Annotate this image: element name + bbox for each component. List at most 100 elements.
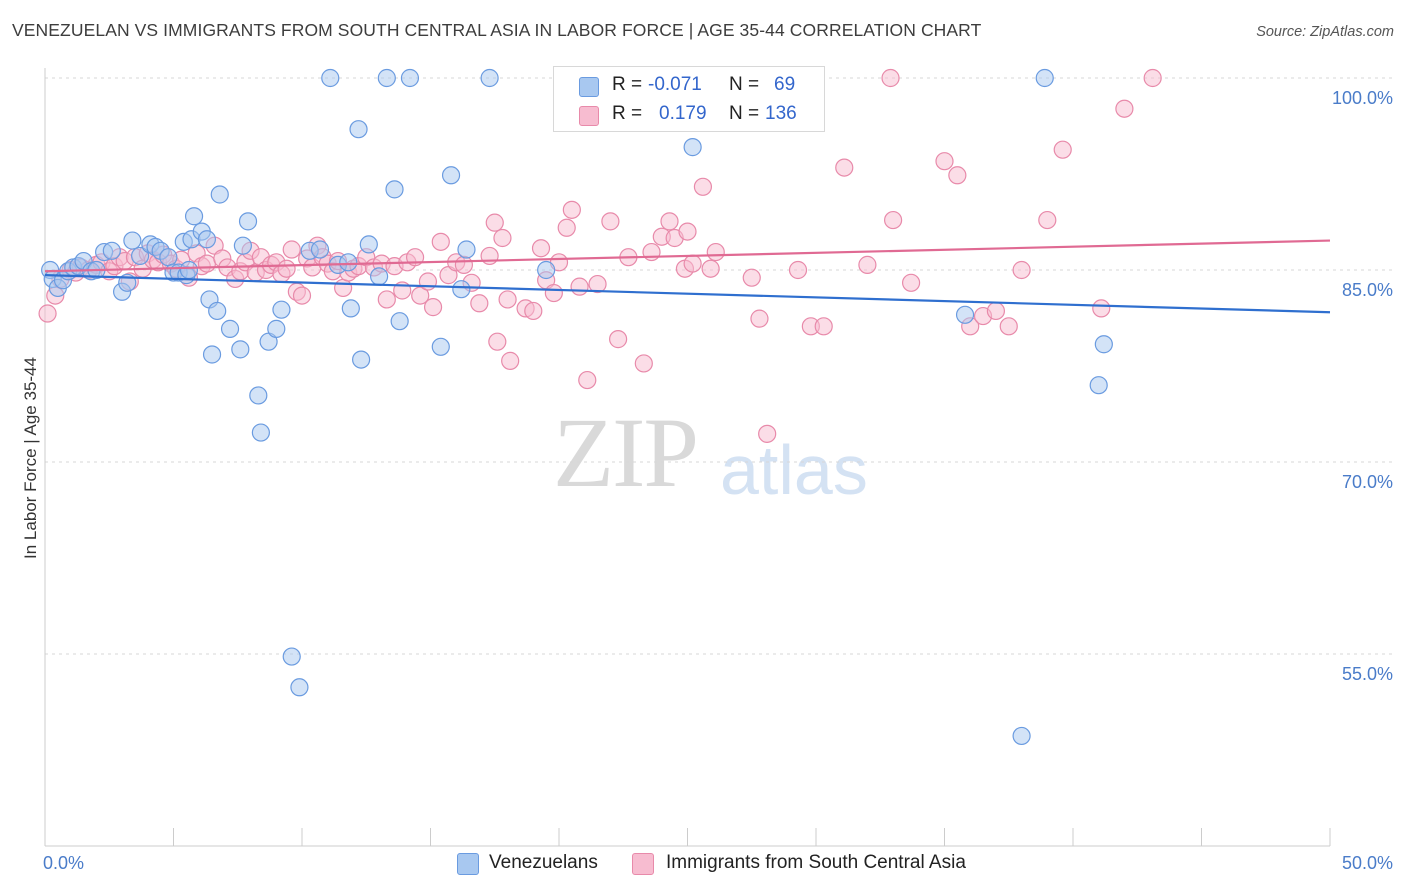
asia-point: [431, 232, 450, 251]
venezuelan-point: [359, 235, 378, 254]
chart-title: VENEZUELAN VS IMMIGRANTS FROM SOUTH CENT…: [12, 20, 982, 40]
legend-row-venezuelans: R = -0.071 N = 69: [554, 71, 824, 101]
asia-point: [423, 298, 443, 317]
venezuelan-point: [251, 423, 270, 442]
venezuelan-point: [431, 337, 450, 356]
asia-point: [531, 239, 551, 258]
venezuelan-point: [130, 246, 150, 266]
x-tick-label: 0.0%: [43, 853, 84, 873]
venezuelan-point: [457, 240, 476, 259]
n-label: N =: [729, 74, 760, 95]
asia-point: [1012, 260, 1031, 280]
asia-swatch: [632, 853, 654, 875]
asia-trend-line: [44, 239, 1331, 273]
venezuelan-point: [352, 350, 371, 369]
venezuelan-point: [282, 647, 301, 666]
asia-point: [282, 240, 301, 259]
venezuelan-point: [441, 166, 461, 185]
asia-point: [701, 259, 720, 278]
venezuelan-point: [339, 253, 358, 272]
venezuelan-point: [123, 231, 142, 250]
trend-lines: [44, 239, 1331, 314]
venezuelan-point: [1094, 335, 1113, 354]
asia-point: [1115, 99, 1134, 118]
venezuelan-swatch: [457, 853, 479, 875]
venezuelan-point: [341, 299, 360, 318]
x-tick-label: 50.0%: [1342, 853, 1393, 873]
watermark-atlas: atlas: [720, 431, 868, 509]
venezuelan-point: [537, 260, 556, 280]
asia-point: [488, 332, 507, 351]
asia-point: [634, 354, 653, 373]
venezuelan-point: [197, 230, 217, 249]
n-value: 69: [774, 74, 796, 95]
legend-row-asia: R = 0.179 N = 136: [554, 100, 824, 130]
asia-point: [544, 283, 563, 303]
venezuelan-point: [210, 185, 229, 204]
asia-point: [706, 242, 725, 262]
asia-point: [601, 212, 620, 231]
asia-point: [948, 166, 967, 185]
venezuelan-point: [377, 68, 396, 88]
venezuelan-point: [1089, 376, 1108, 395]
venezuelan-trend-line: [44, 274, 1331, 314]
venezuelan-point: [683, 138, 702, 157]
asia-point: [197, 254, 217, 273]
asia-point: [1053, 140, 1072, 159]
asia-point: [501, 351, 520, 370]
n-label: N =: [729, 103, 760, 124]
venezuelan-point: [159, 248, 178, 267]
asia-point: [883, 210, 903, 230]
source-credit: Source: ZipAtlas.com: [1256, 24, 1394, 40]
asia-point: [277, 259, 296, 278]
axes: [44, 68, 1331, 847]
gridlines: [45, 77, 1392, 655]
asia-point: [835, 158, 854, 177]
asia-point: [858, 255, 877, 274]
asia-point: [334, 278, 353, 298]
venezuelan-point: [349, 120, 368, 139]
asia-point: [498, 290, 517, 309]
r-value: -0.071: [648, 74, 702, 95]
venezuelan-point: [452, 280, 471, 299]
asia-point: [1038, 210, 1057, 230]
asia-point: [524, 301, 543, 321]
venezuelan-point: [955, 305, 975, 324]
asia-point: [411, 286, 430, 305]
asia-point: [758, 424, 777, 443]
asia-point: [660, 212, 679, 231]
y-tick-label: 70.0%: [1342, 472, 1393, 492]
venezuelan-point: [272, 300, 291, 319]
venezuelan-point: [480, 68, 499, 88]
asia-point: [454, 255, 474, 274]
venezuelan-point: [267, 319, 286, 338]
asia-point: [742, 268, 761, 287]
y-tick-label: 100.0%: [1332, 88, 1393, 108]
asia-point: [557, 218, 576, 237]
venezuelan-point: [238, 212, 258, 231]
y-axis-label: In Labor Force | Age 35-44: [21, 357, 40, 559]
venezuelan-point: [231, 340, 250, 359]
asia-point: [901, 273, 921, 292]
venezuelan-point: [321, 68, 340, 88]
watermark-zip: ZIP: [553, 397, 699, 508]
venezuelan-swatch: [579, 77, 599, 97]
venezuelan-point: [310, 240, 330, 259]
asia-point: [38, 304, 57, 323]
venezuelan-point: [385, 180, 404, 199]
venezuelan-point: [202, 345, 222, 364]
asia-point: [1092, 299, 1111, 318]
stats-legend: R = -0.071 N = 69 R = 0.179 N = 136: [553, 66, 825, 132]
asia-point: [377, 290, 396, 309]
venezuelan-point: [184, 207, 204, 226]
asia-point: [881, 68, 900, 88]
venezuelan-point: [370, 267, 389, 286]
r-label: R =: [612, 74, 643, 95]
legend-label: Immigrants from South Central Asia: [666, 852, 966, 873]
tick-labels: 55.0% 70.0% 85.0% 100.0% 0.0% 50.0%: [43, 88, 1393, 873]
legend-label: Venezuelans: [489, 852, 598, 873]
asia-point: [493, 228, 512, 248]
r-value: 0.179: [659, 103, 707, 124]
asia-point: [609, 330, 628, 349]
